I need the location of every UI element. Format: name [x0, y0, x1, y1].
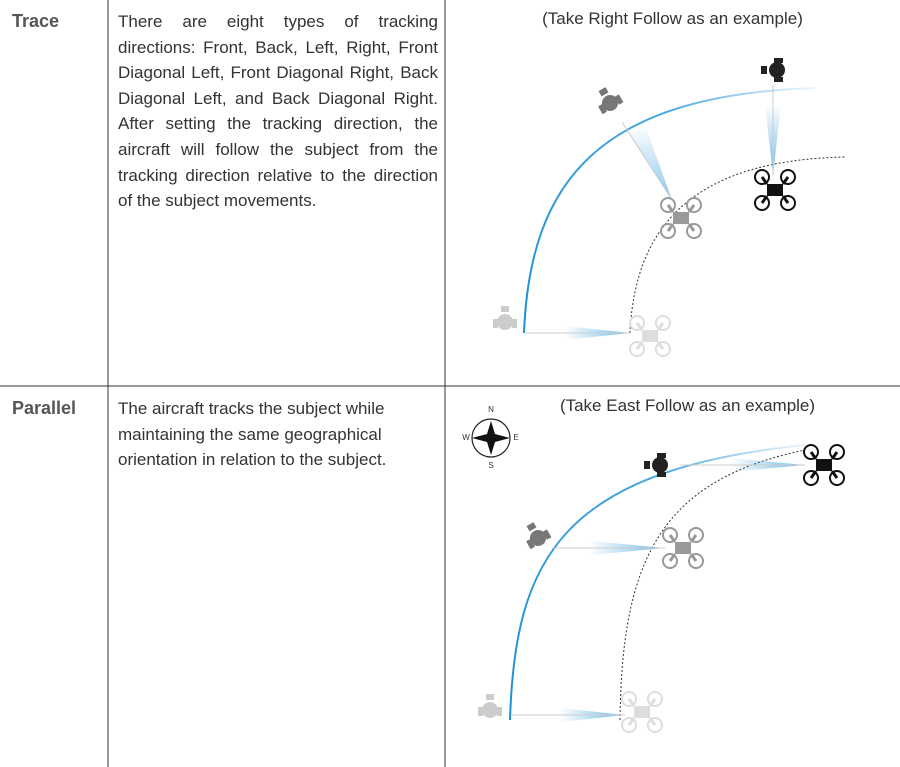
trace-diagram: [493, 58, 846, 358]
row-description: There are eight types of tracking direct…: [118, 12, 438, 211]
compass-n: N: [488, 405, 494, 414]
diagram-caption: (Take Right Follow as an example): [542, 9, 803, 28]
row-label: Trace: [12, 11, 60, 31]
compass-e: E: [513, 433, 518, 442]
parallel-diagram: N S W E: [462, 405, 846, 734]
row-description: The aircraft tracks the subject while ma…: [118, 399, 387, 470]
row-label: Parallel: [12, 398, 77, 418]
compass-w: W: [462, 433, 470, 442]
diagram-caption: (Take East Follow as an example): [559, 396, 816, 415]
compass-s: S: [488, 461, 493, 470]
